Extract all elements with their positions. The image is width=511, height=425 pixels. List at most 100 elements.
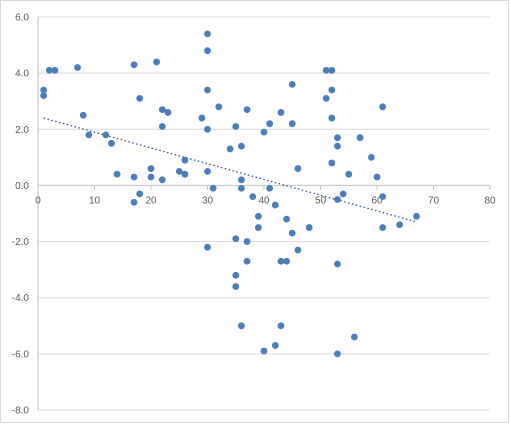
data-point — [322, 95, 330, 102]
data-point — [113, 170, 121, 178]
data-point — [356, 134, 364, 142]
data-point — [339, 190, 347, 198]
data-point — [204, 86, 211, 94]
data-point — [198, 114, 206, 122]
y-tick-label: 2.0 — [15, 125, 29, 136]
x-tick-label: 80 — [484, 195, 496, 206]
x-tick-label: 10 — [89, 195, 101, 206]
data-point — [232, 235, 240, 243]
data-point — [294, 246, 302, 254]
data-point — [232, 123, 240, 130]
x-tick-label: 50 — [315, 195, 327, 206]
data-point — [238, 184, 245, 192]
data-point — [204, 47, 211, 55]
data-point — [102, 131, 110, 139]
data-point — [238, 176, 245, 184]
data-point — [266, 120, 274, 128]
data-point — [79, 111, 87, 119]
data-point — [334, 134, 341, 142]
x-tick-label: 70 — [428, 195, 440, 206]
data-point — [396, 221, 403, 229]
data-point — [204, 243, 211, 251]
data-points — [40, 30, 420, 358]
y-tick-label: 6.0 — [15, 13, 29, 24]
data-point — [271, 342, 279, 349]
data-point — [136, 95, 144, 102]
data-point — [277, 109, 285, 116]
data-point — [204, 167, 211, 175]
data-point — [108, 139, 115, 147]
data-point — [328, 114, 336, 122]
data-point — [158, 106, 166, 114]
data-point — [40, 86, 48, 94]
data-point — [288, 120, 296, 128]
y-tick-label: -4.0 — [12, 293, 30, 304]
data-point — [283, 215, 290, 223]
data-point — [164, 109, 172, 116]
data-point — [345, 170, 353, 178]
x-tick-label: 30 — [202, 195, 214, 206]
data-point — [367, 153, 375, 161]
y-tick-label: -6.0 — [12, 349, 30, 360]
data-point — [175, 167, 183, 175]
data-point — [147, 173, 155, 181]
data-point — [243, 106, 251, 114]
data-point — [413, 212, 420, 220]
data-point — [153, 58, 161, 66]
data-point — [85, 131, 93, 139]
data-point — [334, 350, 341, 358]
data-point — [305, 224, 313, 231]
x-tick-label: 40 — [258, 195, 270, 206]
data-point — [226, 145, 234, 153]
data-point — [238, 142, 245, 150]
y-tick-label: 0.0 — [15, 181, 29, 192]
data-point — [181, 170, 189, 178]
data-point — [40, 92, 48, 99]
data-point — [379, 103, 387, 111]
data-point — [328, 86, 336, 94]
data-point — [51, 66, 59, 74]
data-point — [158, 176, 166, 184]
data-point — [243, 257, 251, 265]
y-tick-label: -2.0 — [12, 237, 30, 248]
data-point — [249, 193, 257, 201]
data-point — [158, 123, 166, 130]
data-point — [130, 173, 138, 181]
y-tick-label: -8.0 — [12, 406, 30, 417]
data-point — [288, 80, 296, 88]
data-point — [277, 257, 285, 265]
x-tick-label: 0 — [35, 195, 41, 206]
data-point — [204, 30, 211, 38]
data-point — [204, 125, 211, 133]
data-point — [328, 66, 336, 74]
data-point — [271, 201, 279, 209]
data-point — [254, 212, 262, 220]
data-point — [130, 198, 138, 206]
data-point — [379, 224, 387, 231]
data-point — [136, 190, 144, 198]
data-point — [328, 159, 336, 167]
data-point — [232, 271, 240, 279]
data-point — [260, 347, 268, 355]
data-point — [334, 260, 341, 268]
data-point — [238, 322, 245, 330]
data-point — [322, 66, 330, 74]
data-point — [147, 165, 155, 172]
y-tick-label: 4.0 — [15, 69, 29, 80]
data-point — [254, 224, 262, 231]
data-point — [243, 238, 251, 245]
data-point — [232, 283, 240, 290]
axes: 6.0 4.0 2.0 0.0 -2.0 -4.0 -6.0 -8.0 0 10 20 30 40 50 6… — [12, 13, 496, 417]
data-point — [351, 333, 358, 341]
data-point — [334, 196, 341, 203]
data-point — [277, 322, 285, 330]
x-tick-label: 20 — [145, 195, 157, 206]
data-point — [379, 193, 387, 201]
data-point — [260, 128, 268, 136]
data-point — [288, 229, 296, 237]
data-point — [209, 184, 217, 192]
data-point — [181, 156, 189, 164]
data-point — [266, 184, 274, 192]
data-point — [373, 173, 381, 181]
